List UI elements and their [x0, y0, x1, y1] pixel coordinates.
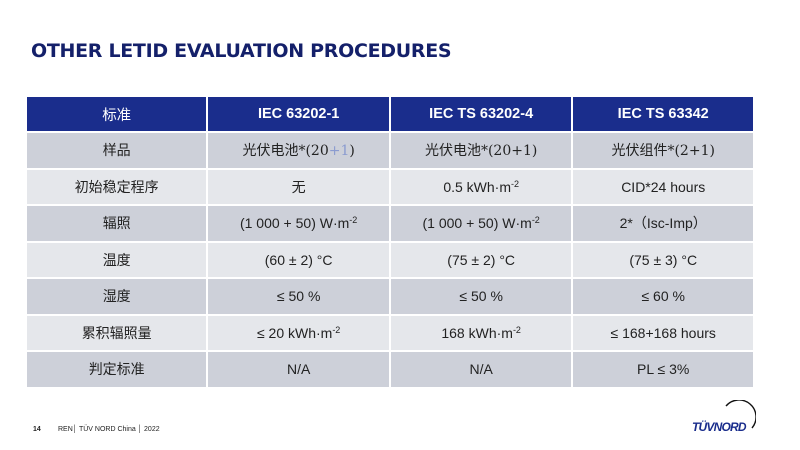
table-cell: (75 ± 3) °C: [571, 240, 755, 279]
table-row-cumulative-irradiation: 累积辐照量 ≤ 20 kWh·m-2 168 kWh·m-2 ≤ 168+168…: [24, 313, 755, 352]
table-cell: (1 000 + 50) W·m-2: [206, 204, 391, 243]
row-label: 湿度: [24, 277, 209, 316]
table-cell: (1 000 + 50) W·m-2: [388, 204, 574, 243]
row-label: 辐照: [24, 204, 209, 243]
table-cell: 光伏组件*(2+1): [571, 131, 755, 170]
table-cell: N/A: [388, 350, 574, 389]
table-cell: CID*24 hours: [571, 167, 755, 206]
row-label: 累积辐照量: [24, 313, 209, 352]
table-cell: ≤ 168+168 hours: [571, 313, 755, 352]
table-cell: ≤ 20 kWh·m-2: [206, 313, 391, 352]
table-row-initial-stabilization: 初始稳定程序 无 0.5 kWh·m-2 CID*24 hours: [24, 167, 755, 206]
header-standard: 标准: [24, 95, 209, 133]
row-label: 判定标准: [24, 350, 209, 389]
slide-title: OTHER LETID EVALUATION PROCEDURES: [31, 40, 452, 62]
table-cell: ≤ 60 %: [571, 277, 755, 316]
page-number: 14: [33, 426, 41, 433]
logo-text: TÜVNORD: [692, 420, 747, 434]
table-cell: (75 ± 2) °C: [388, 240, 574, 279]
table-cell: ≤ 50 %: [206, 277, 391, 316]
table-row-irradiance: 辐照 (1 000 + 50) W·m-2 (1 000 + 50) W·m-2…: [24, 204, 755, 243]
comparison-table: 标准 IEC 63202-1 IEC TS 63202-4 IEC TS 633…: [24, 95, 755, 389]
table-cell: (60 ± 2) °C: [206, 240, 391, 279]
tuv-nord-logo: TÜVNORD: [690, 400, 770, 440]
slide-footer: 14 REN│ TÜV NORD China │ 2022: [0, 424, 800, 438]
table-header-row: 标准 IEC 63202-1 IEC TS 63202-4 IEC TS 633…: [24, 95, 755, 133]
footer-text: REN│ TÜV NORD China │ 2022: [58, 426, 160, 433]
table-cell: PL ≤ 3%: [571, 350, 755, 389]
logo-arc-icon: [725, 400, 756, 429]
row-label: 温度: [24, 240, 209, 279]
row-label: 样品: [24, 131, 209, 170]
table-cell: 168 kWh·m-2: [388, 313, 574, 352]
table-row-sample: 样品 光伏电池*(20+1) 光伏电池*(20+1) 光伏组件*(2+1): [24, 131, 755, 170]
row-label: 初始稳定程序: [24, 167, 209, 206]
table-row-criteria: 判定标准 N/A N/A PL ≤ 3%: [24, 350, 755, 389]
table-cell: 无: [206, 167, 391, 206]
header-iec-63202-1: IEC 63202-1: [206, 95, 391, 133]
header-iec-ts-63202-4: IEC TS 63202-4: [388, 95, 574, 133]
table-cell: 光伏电池*(20+1): [206, 131, 391, 170]
table-cell: N/A: [206, 350, 391, 389]
table-row-temperature: 温度 (60 ± 2) °C (75 ± 2) °C (75 ± 3) °C: [24, 240, 755, 279]
table-cell: ≤ 50 %: [388, 277, 574, 316]
table-row-humidity: 湿度 ≤ 50 % ≤ 50 % ≤ 60 %: [24, 277, 755, 316]
table-cell: 0.5 kWh·m-2: [388, 167, 574, 206]
table-cell: 2*（Isc-Imp）: [571, 204, 755, 243]
table-cell: 光伏电池*(20+1): [388, 131, 574, 170]
header-iec-ts-63342: IEC TS 63342: [571, 95, 755, 133]
